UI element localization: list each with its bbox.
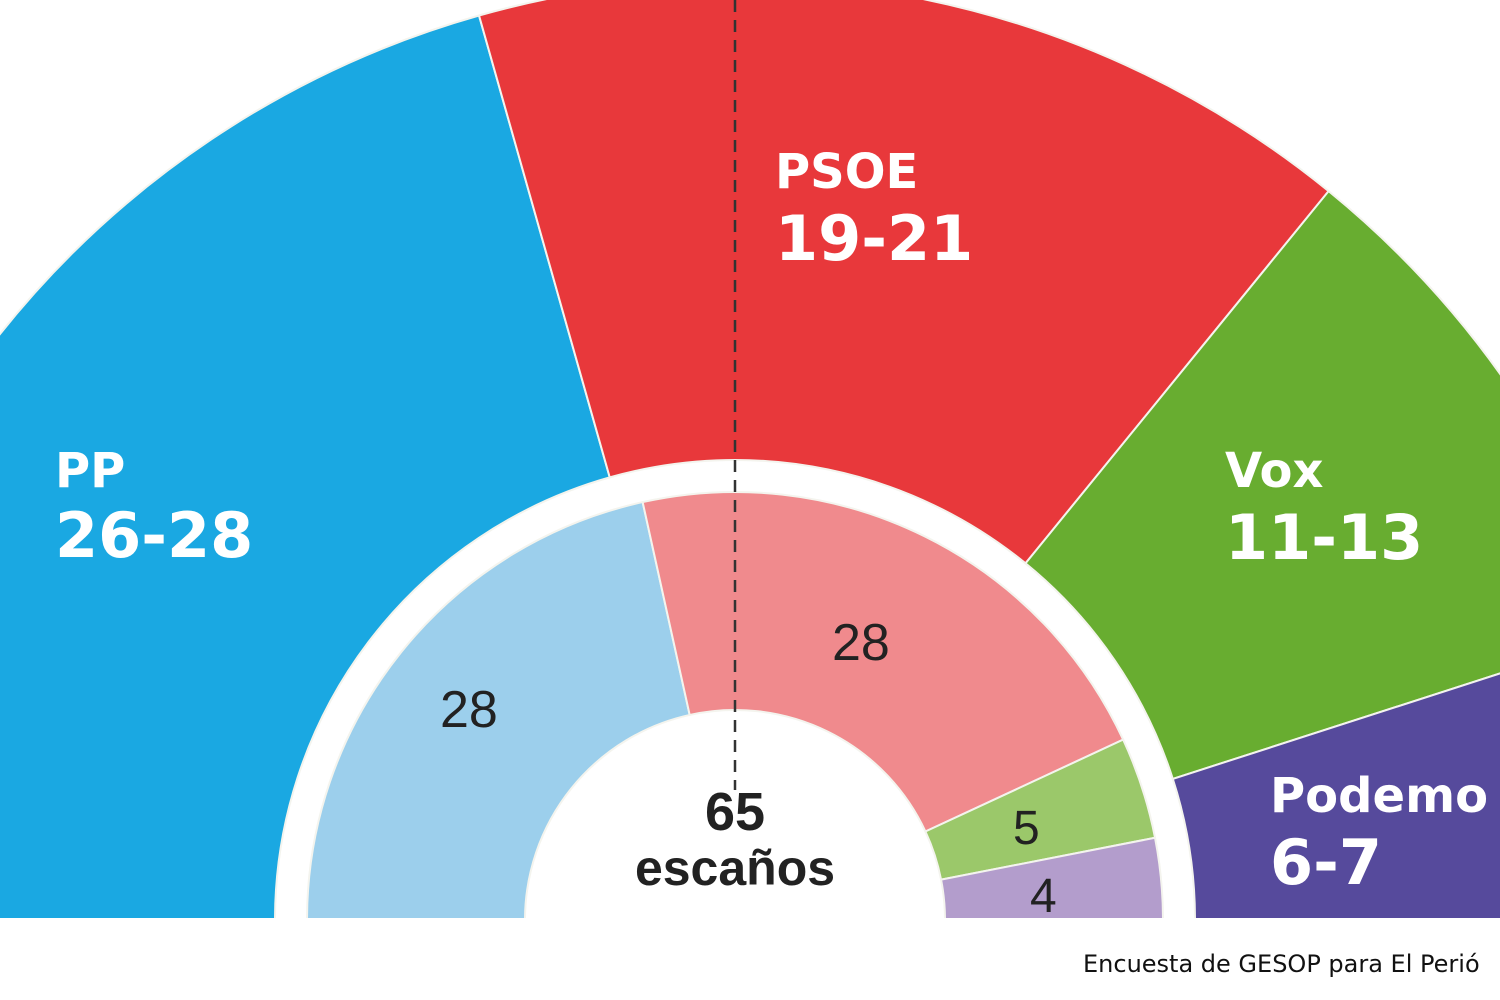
- total-unit: escaños: [634, 840, 836, 896]
- total-seats: 65: [704, 782, 766, 842]
- label-vox: Vox 11-13: [1225, 447, 1423, 569]
- label-psoe: PSOE 19-21: [775, 148, 973, 270]
- party-name: Vox: [1225, 443, 1324, 499]
- party-name: PSOE: [775, 144, 919, 200]
- seat-range: 11-13: [1225, 501, 1424, 574]
- inner-label-vox: 5: [1013, 802, 1040, 855]
- label-pp: PP 26-28: [55, 447, 253, 567]
- inner-segment-0: [306, 500, 691, 918]
- hemicycle-chart: [0, 0, 1500, 918]
- center-total: 65 escaños: [600, 785, 870, 893]
- party-name: Podemo: [1270, 768, 1489, 824]
- seat-range: 26-28: [55, 499, 254, 572]
- outer-segment-pp: [0, 14, 611, 918]
- outer-segment-podemo: [1171, 672, 1500, 918]
- outer-segment-psoe: [477, 0, 1331, 565]
- inner-label-podemos: 4: [1030, 870, 1057, 923]
- party-name: PP: [55, 443, 126, 499]
- label-podemos: Podemo 6-7: [1270, 772, 1488, 894]
- inner-segment-1: [641, 491, 1125, 833]
- seat-range: 19-21: [775, 202, 974, 275]
- inner-segment-3: [939, 836, 1164, 918]
- source-caption: Encuesta de GESOP para El Perió: [1083, 950, 1480, 978]
- inner-label-psoe: 28: [832, 614, 890, 672]
- outer-segment-vox: [1024, 189, 1500, 781]
- inner-label-pp: 28: [440, 681, 498, 739]
- seat-range: 6-7: [1270, 826, 1383, 899]
